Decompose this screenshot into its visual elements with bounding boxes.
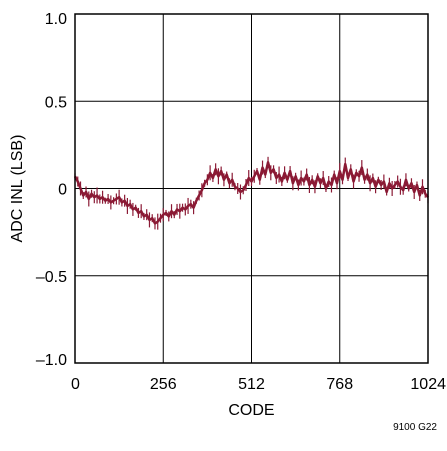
x-tick-label: 512 — [238, 376, 265, 393]
y-tick-label: –0.5 — [36, 269, 67, 286]
x-tick-label: 0 — [71, 376, 80, 393]
inl-trace — [73, 156, 429, 230]
grid — [75, 14, 428, 363]
y-tick-label: –1.0 — [36, 352, 67, 369]
y-tick-label: 0.5 — [45, 94, 67, 111]
figure-code: 9100 G22 — [393, 422, 437, 433]
plot-frame — [74, 13, 429, 364]
x-tick-labels: 0 256 512 768 1024 — [71, 376, 446, 393]
y-tick-labels: 1.0 0.5 0 –0.5 –1.0 — [36, 11, 67, 369]
y-axis-label: ADC INL (LSB) — [9, 135, 26, 243]
x-tick-label: 768 — [326, 376, 353, 393]
x-axis-label: CODE — [228, 402, 274, 419]
x-tick-label: 256 — [150, 376, 177, 393]
series-inl — [73, 156, 429, 230]
y-tick-label: 0 — [58, 182, 67, 199]
x-tick-label: 1024 — [410, 376, 446, 393]
y-tick-label: 1.0 — [45, 11, 67, 28]
